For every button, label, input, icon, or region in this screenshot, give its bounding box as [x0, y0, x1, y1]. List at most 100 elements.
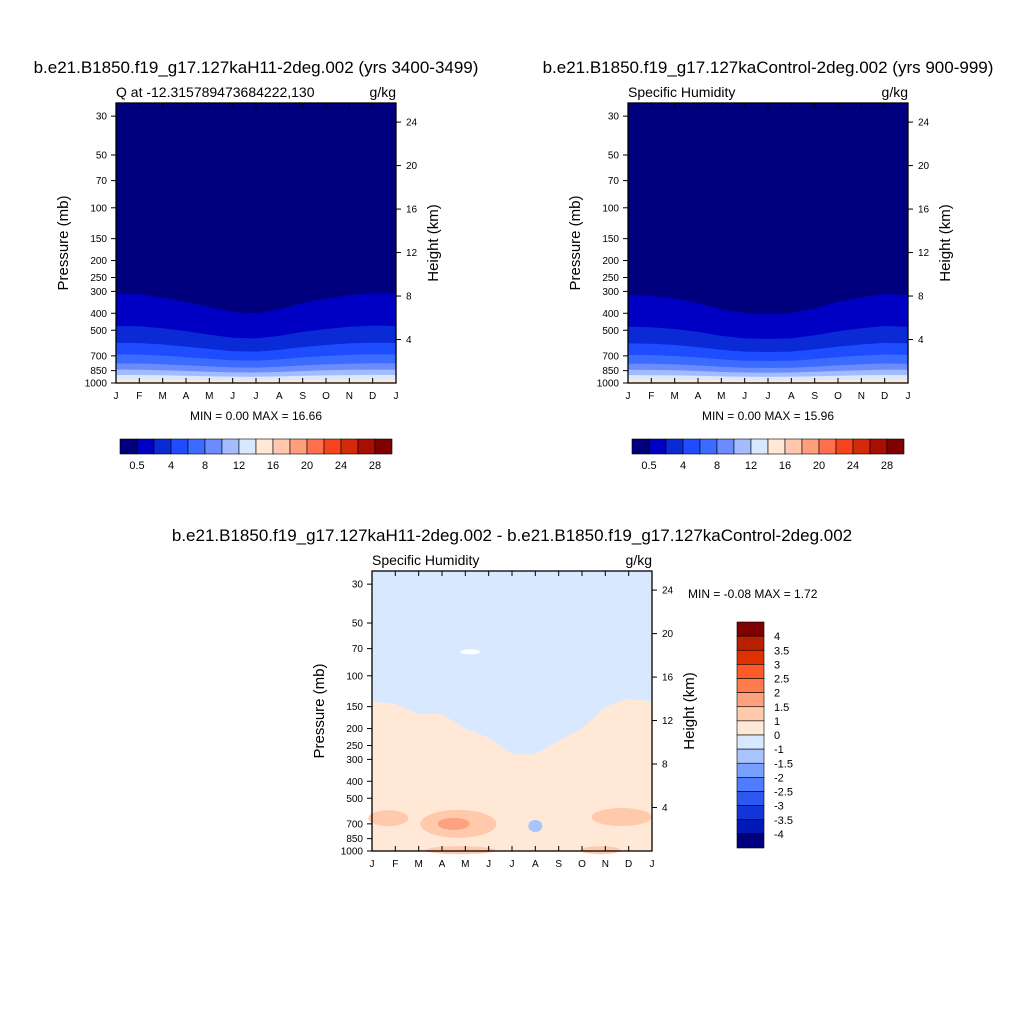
colorbar-box	[136, 438, 155, 455]
colorbar-box	[340, 438, 359, 455]
colorbar-box	[733, 438, 752, 455]
x-tick-label: M	[461, 859, 469, 870]
height-tick-label: 4	[918, 335, 924, 346]
contour-field	[628, 103, 908, 383]
colorbar-label: 16	[779, 460, 791, 472]
x-tick-label: A	[183, 391, 190, 402]
height-tick-label: 16	[918, 205, 930, 216]
colorbar-label: 20	[301, 460, 313, 472]
colorbar-box	[869, 438, 888, 455]
x-tick-label: M	[205, 391, 213, 402]
colorbar-box	[374, 438, 393, 455]
units-label: g/kg	[882, 84, 908, 100]
y-tick-label: 850	[90, 366, 107, 377]
contour-field	[116, 103, 396, 383]
colorbar-box	[323, 438, 342, 455]
colorbar-box	[699, 438, 718, 455]
y-tick-label: 1000	[85, 379, 108, 390]
contour-fill	[368, 810, 409, 827]
y-axis-title-right: Height (km)	[937, 204, 954, 282]
colorbar-label: 12	[233, 460, 245, 472]
colorbar-label: 24	[335, 460, 347, 472]
colorbar-label: 3	[774, 659, 780, 671]
height-tick-label: 12	[662, 716, 674, 727]
height-tick-label: 8	[662, 760, 668, 771]
colorbar-box	[736, 621, 765, 637]
colorbar-label: 4	[168, 460, 174, 472]
colorbar-label: 24	[847, 460, 859, 472]
left-label: Q at -12.315789473684222,130	[116, 84, 315, 100]
colorbar-box	[682, 438, 701, 455]
colorbar-label: 0.5	[129, 460, 144, 472]
colorbar-box	[736, 678, 765, 693]
y-axis-title-right: Height (km)	[425, 204, 442, 282]
y-tick-label: 850	[346, 834, 363, 845]
x-tick-label: D	[881, 391, 888, 402]
colorbar-box	[665, 438, 684, 455]
y-tick-label: 250	[346, 741, 363, 752]
x-tick-label: J	[254, 391, 259, 402]
colorbar-box	[153, 438, 172, 455]
contour-fill	[591, 808, 652, 827]
x-tick-label: J	[114, 391, 119, 402]
colorbar-box	[736, 791, 765, 806]
units-label: g/kg	[370, 84, 396, 100]
y-tick-label: 150	[602, 234, 619, 245]
height-tick-label: 24	[406, 118, 418, 129]
colorbar-box	[736, 706, 765, 722]
min-max-label: MIN = -0.08 MAX = 1.72	[688, 587, 818, 601]
colorbar-box	[736, 819, 765, 835]
colorbar-box	[784, 438, 803, 455]
y-tick-label: 50	[608, 151, 620, 162]
colorbar-box	[736, 692, 765, 708]
y-tick-label: 70	[608, 176, 620, 187]
y-axis-title-right: Height (km)	[681, 672, 698, 750]
colorbar-box	[736, 720, 765, 736]
y-axis-title: Pressure (mb)	[567, 195, 584, 290]
colorbar-box	[852, 438, 871, 455]
panel-title: b.e21.B1850.f19_g17.127kaH11-2deg.002 (y…	[34, 58, 479, 77]
x-tick-label: J	[906, 391, 911, 402]
colorbar-box	[289, 438, 308, 455]
y-tick-label: 1000	[597, 379, 620, 390]
colorbar-box	[170, 438, 189, 455]
units-label: g/kg	[626, 552, 652, 568]
colorbar-label: 1.5	[774, 702, 789, 714]
colorbar-label: 4	[680, 460, 686, 472]
colorbar-box	[119, 438, 138, 455]
x-tick-label: J	[742, 391, 747, 402]
y-tick-label: 700	[90, 351, 107, 362]
colorbar-label: 3.5	[774, 645, 789, 657]
colorbar-label: -4	[774, 829, 784, 841]
height-tick-label: 16	[406, 205, 418, 216]
y-tick-label: 150	[346, 702, 363, 713]
colorbar-box	[736, 664, 765, 679]
height-tick-label: 24	[918, 118, 930, 129]
colorbar-box	[716, 438, 735, 455]
x-tick-label: M	[158, 391, 166, 402]
colorbar-box	[204, 438, 223, 455]
height-tick-label: 12	[406, 248, 418, 259]
colorbar-box	[736, 734, 765, 750]
height-tick-label: 20	[918, 161, 930, 172]
x-tick-label: D	[625, 859, 632, 870]
x-tick-label: M	[717, 391, 725, 402]
colorbar-box	[736, 805, 765, 821]
x-tick-label: A	[276, 391, 283, 402]
x-tick-label: J	[766, 391, 771, 402]
colorbar-box	[306, 438, 325, 455]
y-tick-label: 400	[346, 777, 363, 788]
y-tick-label: 250	[90, 273, 107, 284]
x-tick-label: F	[648, 391, 654, 402]
x-tick-label: D	[369, 391, 376, 402]
height-tick-label: 12	[918, 248, 930, 259]
left-label: Specific Humidity	[372, 552, 479, 568]
x-tick-label: J	[510, 859, 515, 870]
height-tick-label: 4	[662, 803, 668, 814]
colorbar-box	[886, 438, 905, 455]
y-tick-label: 200	[90, 256, 107, 267]
colorbar-box	[736, 649, 765, 665]
colorbar-label: -1	[774, 744, 784, 756]
colorbar-label: 12	[745, 460, 757, 472]
